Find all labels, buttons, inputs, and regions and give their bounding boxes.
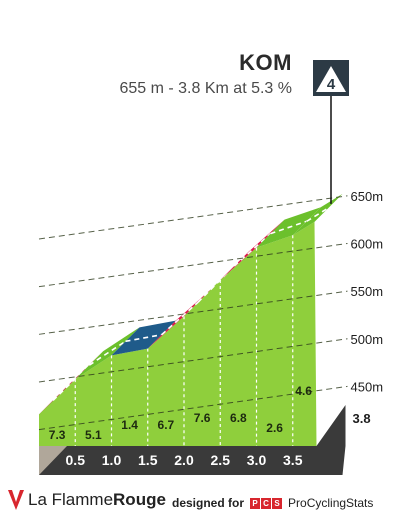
gradient-label: 4.6 bbox=[295, 384, 312, 398]
ridge-centerline bbox=[306, 207, 329, 222]
designed-for: designed for P C S ProCyclingStats bbox=[172, 496, 373, 510]
elevation-gridline bbox=[38, 195, 348, 240]
gradient-label: 7.6 bbox=[194, 411, 211, 425]
profile-front-face bbox=[39, 221, 317, 446]
pcs-logo-letter: P bbox=[250, 497, 261, 509]
pcs-logo-letter: S bbox=[272, 497, 283, 509]
kom-category-label: 4 bbox=[327, 76, 336, 93]
y-tick-label: 450m bbox=[351, 379, 384, 394]
km-tick-label: 3.0 bbox=[247, 452, 267, 468]
designed-for-label: designed for bbox=[172, 496, 245, 510]
y-tick-label: 600m bbox=[351, 236, 384, 251]
gradient-label: 1.4 bbox=[121, 418, 138, 432]
gradient-label: 6.7 bbox=[158, 418, 175, 432]
procyclingstats-brand: ProCyclingStats bbox=[288, 496, 374, 510]
profile-base-strip bbox=[39, 405, 346, 475]
y-tick-label: 550m bbox=[351, 284, 384, 299]
elevation-gridline bbox=[38, 290, 348, 335]
pcs-logo-letter: C bbox=[261, 497, 272, 509]
gradient-label: 5.1 bbox=[85, 428, 102, 442]
laflammerouge-logo: La FlammeRouge bbox=[8, 490, 166, 510]
ridge-centerline bbox=[233, 233, 272, 267]
y-tick-label: 500m bbox=[351, 332, 384, 347]
km-tick-label: 0.5 bbox=[66, 452, 86, 468]
mountain-icon bbox=[316, 66, 346, 92]
km-tick-label: 2.0 bbox=[174, 452, 194, 468]
gradient-label: 6.8 bbox=[230, 411, 247, 425]
km-tick-label: 3.5 bbox=[283, 452, 303, 468]
elevation-gridline bbox=[38, 338, 348, 383]
km-tick-label: 1.0 bbox=[102, 452, 122, 468]
ridge-centerline bbox=[125, 333, 162, 343]
end-distance-label: 3.8 bbox=[353, 411, 371, 426]
km-tick-label: 1.5 bbox=[138, 452, 158, 468]
ridge-centerline bbox=[161, 301, 199, 336]
climb-summary: 655 m - 3.8 Km at 5.3 % bbox=[119, 80, 292, 97]
flamme-rouge-icon bbox=[8, 490, 24, 510]
ridge-centerline bbox=[88, 340, 126, 366]
gradient-label: 2.6 bbox=[266, 421, 283, 435]
elevation-gridline bbox=[38, 242, 348, 288]
km-tick-label: 2.5 bbox=[211, 452, 231, 468]
y-tick-label: 650m bbox=[351, 189, 384, 204]
gradient-label: 7.3 bbox=[49, 428, 66, 442]
climb-title: KOM bbox=[239, 50, 292, 75]
laflammerouge-brand: La FlammeRouge bbox=[28, 490, 166, 509]
elevation-gridline bbox=[38, 385, 348, 431]
pcs-logo: P C S bbox=[250, 497, 283, 509]
ridge-centerline bbox=[270, 220, 308, 235]
